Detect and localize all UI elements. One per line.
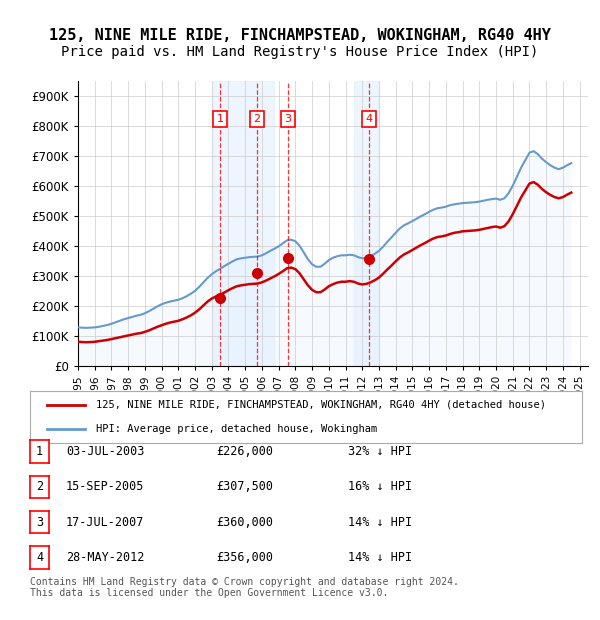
Text: £360,000: £360,000 [216,516,273,528]
Text: 125, NINE MILE RIDE, FINCHAMPSTEAD, WOKINGHAM, RG40 4HY (detached house): 125, NINE MILE RIDE, FINCHAMPSTEAD, WOKI… [96,400,546,410]
Text: Price paid vs. HM Land Registry's House Price Index (HPI): Price paid vs. HM Land Registry's House … [61,45,539,59]
Text: 03-JUL-2003: 03-JUL-2003 [66,445,145,458]
Text: £356,000: £356,000 [216,551,273,564]
Text: 2: 2 [254,114,260,124]
Text: 28-MAY-2012: 28-MAY-2012 [66,551,145,564]
Text: 3: 3 [284,114,291,124]
Text: 1: 1 [36,445,43,458]
Text: 4: 4 [365,114,373,124]
Text: Contains HM Land Registry data © Crown copyright and database right 2024.
This d: Contains HM Land Registry data © Crown c… [30,577,459,598]
Text: 125, NINE MILE RIDE, FINCHAMPSTEAD, WOKINGHAM, RG40 4HY: 125, NINE MILE RIDE, FINCHAMPSTEAD, WOKI… [49,28,551,43]
Text: 15-SEP-2005: 15-SEP-2005 [66,480,145,493]
Text: 16% ↓ HPI: 16% ↓ HPI [348,480,412,493]
Text: 32% ↓ HPI: 32% ↓ HPI [348,445,412,458]
Text: 2: 2 [36,480,43,493]
Text: 14% ↓ HPI: 14% ↓ HPI [348,551,412,564]
Text: 17-JUL-2007: 17-JUL-2007 [66,516,145,528]
Text: 14% ↓ HPI: 14% ↓ HPI [348,516,412,528]
Text: 3: 3 [36,516,43,528]
Text: £226,000: £226,000 [216,445,273,458]
Text: £307,500: £307,500 [216,480,273,493]
Text: HPI: Average price, detached house, Wokingham: HPI: Average price, detached house, Woki… [96,424,377,434]
Bar [212,81,274,366]
Text: 4: 4 [36,551,43,564]
Bar [354,81,379,366]
Text: 1: 1 [217,114,224,124]
